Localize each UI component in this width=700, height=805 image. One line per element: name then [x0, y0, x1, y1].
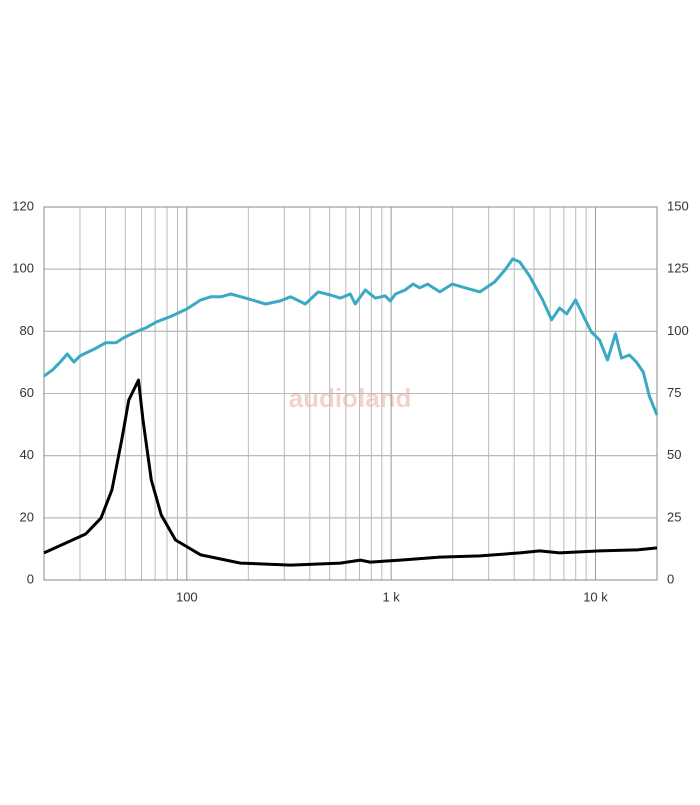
- y-tick-label: 120: [12, 198, 34, 213]
- y2-tick-label: 50: [667, 447, 681, 462]
- y-tick-label: 40: [20, 447, 34, 462]
- y2-tick-label: 75: [667, 385, 681, 400]
- y2-tick-label: 125: [667, 261, 689, 276]
- x-tick-label: 1 k: [382, 589, 400, 604]
- y2-tick-label: 0: [667, 571, 674, 586]
- y-tick-label: 60: [20, 385, 34, 400]
- y-tick-label: 0: [27, 571, 34, 586]
- y2-tick-label: 150: [667, 198, 689, 213]
- y-tick-label: 20: [20, 509, 34, 524]
- plot-frame: [43, 206, 658, 581]
- data-line: [43, 257, 659, 416]
- y2-tick-label: 100: [667, 323, 689, 338]
- x-tick-label: 100: [176, 589, 198, 604]
- watermark: audioland: [289, 383, 412, 413]
- y2-tick-label: 25: [667, 509, 681, 524]
- y-tick-label: 100: [12, 261, 34, 276]
- x-tick-label: 10 k: [583, 589, 608, 604]
- y-tick-label: 80: [20, 323, 34, 338]
- data-line: [43, 378, 658, 567]
